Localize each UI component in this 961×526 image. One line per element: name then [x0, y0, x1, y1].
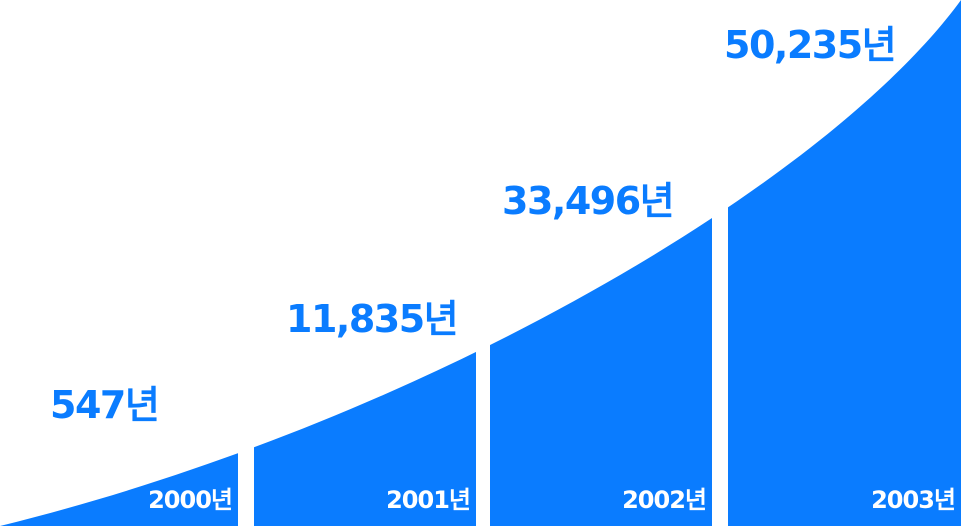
column-separators [238, 0, 728, 526]
year-label-2000: 2000년 [148, 486, 232, 514]
value-label-2002: 33,496년 [502, 179, 673, 223]
year-label-2001: 2001년 [386, 486, 470, 514]
value-label-2000: 547년 [50, 383, 158, 427]
value-label-2003: 50,235년 [724, 23, 895, 67]
separator-2 [712, 0, 728, 526]
year-label-2002: 2002년 [622, 486, 706, 514]
separator-1 [476, 0, 490, 526]
year-label-2003: 2003년 [871, 486, 955, 514]
separator-0 [238, 0, 254, 526]
value-label-2001: 11,835년 [286, 297, 457, 341]
